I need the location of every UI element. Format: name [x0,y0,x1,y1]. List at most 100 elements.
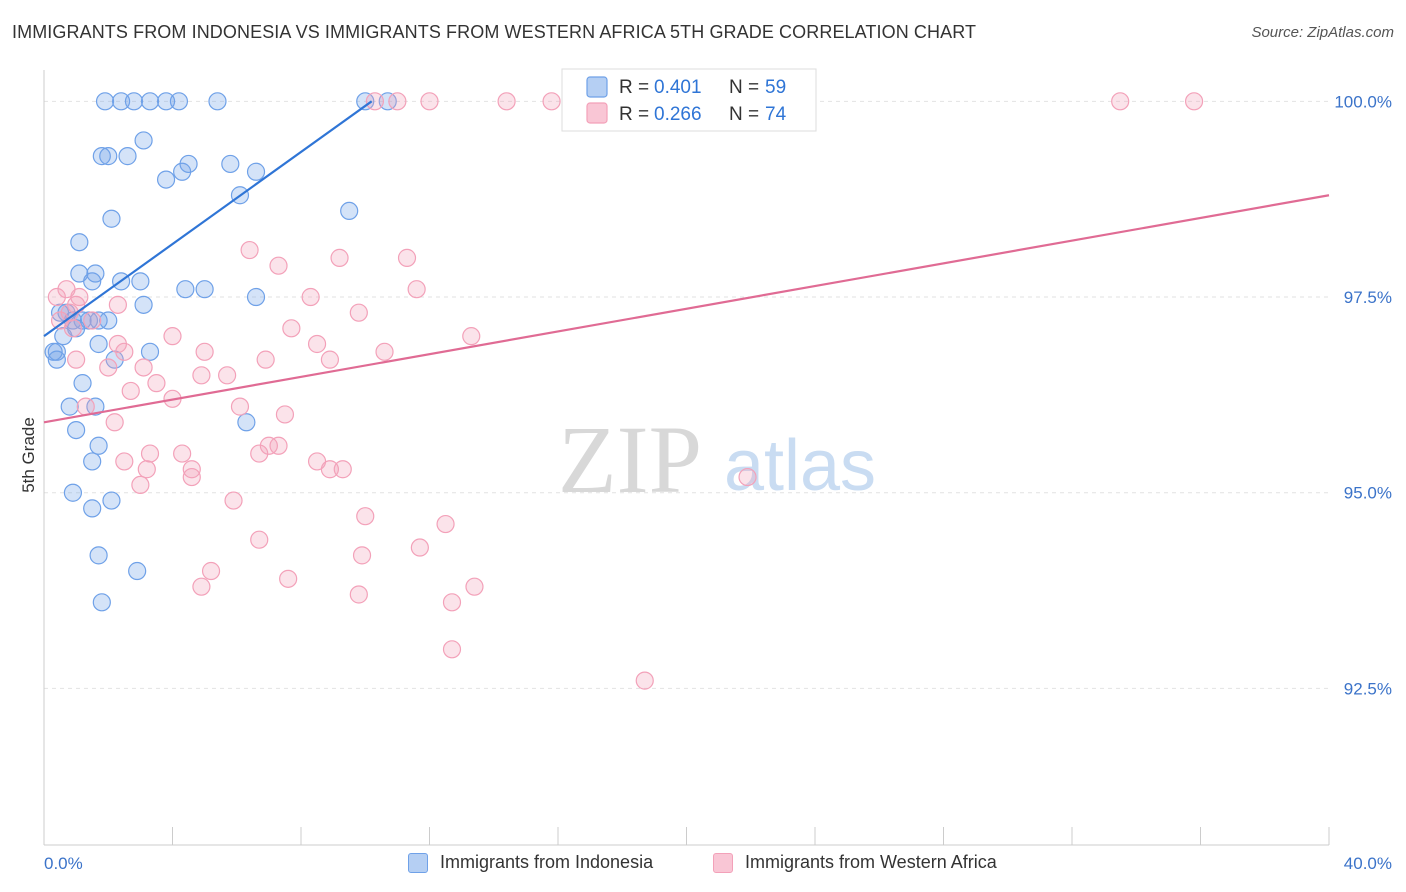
western-africa-point-55 [356,507,375,526]
stats-r-label-0: R = [619,77,649,98]
western-africa-point-28 [375,342,394,361]
western-africa-point-47 [259,436,278,455]
western-africa-point-46 [182,460,201,479]
source-label: Source: ZipAtlas.com [1251,24,1394,41]
indonesia-point-27 [176,280,195,299]
indonesia-point-15 [173,162,192,181]
western-africa-point-8 [240,240,259,260]
indonesia-point-29 [246,287,266,307]
x-tick-label-0: 0.0% [44,854,83,873]
indonesia-point-9 [134,131,153,150]
western-africa-point-25 [115,342,134,361]
western-africa-point-50 [320,460,340,479]
western-africa-point-33 [218,366,237,385]
y-tick-label-0: 100.0% [1334,92,1392,111]
indonesia-point-35 [89,311,108,330]
stats-swatch-western-africa [586,102,608,124]
western-africa-point-38 [230,397,250,416]
indonesia-point-0 [95,92,115,111]
western-africa-point-20 [349,303,368,322]
trend-line-western-africa [43,194,1330,424]
indonesia-point-45 [73,374,92,393]
stats-r-label-1: R = [619,104,649,125]
indonesia-point-4 [156,92,176,111]
western-africa-point-70 [99,358,118,377]
indonesia-point-24 [131,272,150,291]
legend-item-indonesia[interactable]: Immigrants from Indonesia [408,852,653,873]
indonesia-point-40 [47,342,66,361]
indonesia-point-8 [378,92,397,111]
western-africa-point-29 [256,350,275,369]
y-tick-label-1: 97.5% [1344,288,1392,307]
indonesia-point-49 [237,413,256,432]
western-africa-point-12 [301,287,320,307]
indonesia-point-53 [102,491,121,510]
axes [43,70,1330,846]
western-africa-point-21 [282,319,301,338]
stats-n-label-1: N = [729,104,759,125]
western-africa-point-39 [105,413,124,432]
indonesia-point-5 [169,92,189,111]
western-africa-point-3 [497,92,516,111]
western-africa-point-51 [333,460,352,479]
western-africa-point-42 [140,444,160,463]
indonesia-point-50 [89,436,108,455]
legend-label-western-africa: Immigrants from Western Africa [745,852,997,872]
western-africa-point-48 [269,436,288,455]
stats-swatch-indonesia [586,76,608,98]
western-africa-point-22 [462,327,481,346]
x-tick-labels: 0.0% 40.0% [44,854,1392,873]
indonesia-point-21 [70,233,89,252]
indonesia-point-6 [208,92,227,111]
indonesia-point-16 [221,154,240,174]
western-africa-point-65 [442,593,462,612]
indonesia-point-52 [63,483,83,502]
stats-n-value-0: 59 [765,77,786,98]
western-africa-point-69 [63,319,83,338]
indonesia-point-44 [140,342,160,361]
western-africa-point-9 [330,248,349,267]
western-africa-point-61 [201,561,221,581]
western-africa-point-6 [1184,92,1204,111]
indonesia-point-41 [89,334,108,354]
western-africa-point-54 [224,491,243,510]
western-africa-point-30 [67,350,86,369]
indonesia-point-7 [356,92,375,111]
indonesia-point-56 [128,561,147,581]
legend-item-western-africa[interactable]: Immigrants from Western Africa [713,852,997,873]
western-africa-point-32 [320,350,340,369]
indonesia-point-42 [47,350,66,369]
legend-label-indonesia: Immigrants from Indonesia [440,852,654,872]
western-africa-point-60 [410,538,429,557]
series-indonesia-points [44,92,397,612]
western-africa-point-4 [542,92,561,111]
indonesia-point-36 [99,311,118,330]
western-africa-point-0 [365,92,384,111]
indonesia-point-12 [118,147,137,166]
watermark-zip: ZIP [558,406,702,513]
western-africa-point-66 [465,577,484,596]
x-tick-label-1: 40.0% [1344,854,1392,873]
series-western-africa-points [47,92,1204,690]
western-africa-point-71 [192,366,211,385]
indonesia-point-14 [246,162,266,181]
western-africa-point-43 [173,444,192,463]
western-africa-point-2 [420,92,439,111]
indonesia-point-46 [60,397,79,416]
western-africa-point-73 [70,287,89,307]
western-africa-point-34 [121,381,140,401]
indonesia-point-19 [340,201,359,221]
y-axis-label: 5th Grade [19,417,38,493]
y-tick-labels: 100.0% 97.5% 95.0% 92.5% [1334,92,1392,698]
trend-line-indonesia [43,100,373,338]
western-africa-point-36 [76,397,95,416]
western-africa-point-58 [738,467,757,487]
stats-r-value-0: 0.401 [654,77,702,98]
indonesia-point-17 [156,170,176,189]
stats-legend: R = 0.401 N = 59 R = 0.266 N = 74 [561,68,817,132]
indonesia-point-26 [83,272,102,291]
y-tick-label-2: 95.0% [1344,484,1392,503]
western-africa-point-18 [83,311,102,330]
trend-lines [43,100,1330,424]
